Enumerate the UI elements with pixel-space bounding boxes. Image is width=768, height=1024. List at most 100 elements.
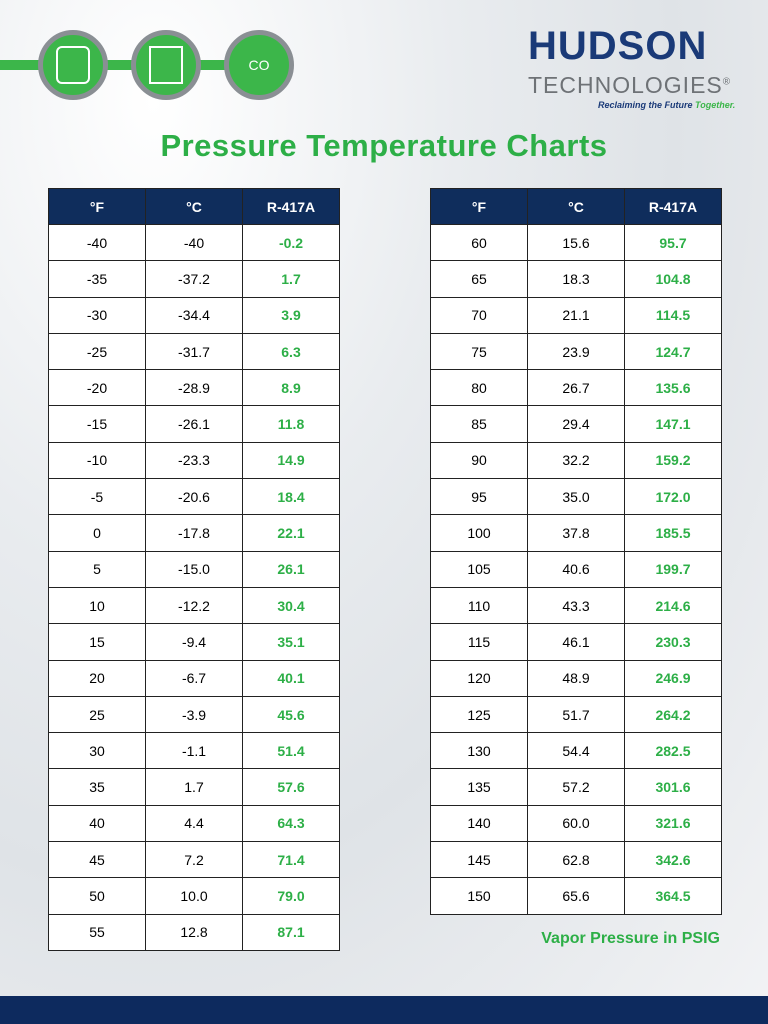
temp-cell: 12.8 bbox=[145, 913, 243, 951]
pressure-cell: 114.5 bbox=[624, 296, 722, 334]
temp-cell: 15.6 bbox=[527, 223, 625, 262]
row: 120 48.9 246.9 bbox=[430, 659, 722, 697]
pressure-cell: 71.4 bbox=[242, 841, 340, 879]
row: 5 -15.0 26.1 bbox=[48, 550, 340, 588]
temp-cell: 40.6 bbox=[527, 550, 625, 588]
pressure-cell: 64.3 bbox=[242, 804, 340, 843]
temp-cell: 37.8 bbox=[527, 514, 625, 552]
temp-cell: 0 bbox=[48, 514, 146, 552]
temp-cell: 110 bbox=[430, 586, 528, 625]
pressure-cell: 104.8 bbox=[624, 260, 722, 298]
temp-cell: 135 bbox=[430, 768, 528, 806]
header-cell: °F bbox=[430, 188, 528, 225]
pressure-cell: 321.6 bbox=[624, 804, 722, 843]
logo-name: HUDSON bbox=[528, 24, 708, 68]
icon-co: CO bbox=[224, 30, 294, 100]
row: 0 -17.8 22.1 bbox=[48, 514, 340, 552]
row: 85 29.4 147.1 bbox=[430, 405, 722, 443]
temp-cell: -20.6 bbox=[145, 478, 243, 516]
tagline-b: Together. bbox=[695, 100, 736, 110]
temp-cell: 70 bbox=[430, 296, 528, 334]
temp-cell: 4.4 bbox=[145, 804, 243, 843]
temp-cell: 55 bbox=[48, 913, 146, 951]
row: 135 57.2 301.6 bbox=[430, 768, 722, 806]
temp-cell: 10.0 bbox=[145, 877, 243, 915]
temp-cell: 115 bbox=[430, 623, 528, 661]
temp-cell: 50 bbox=[48, 877, 146, 915]
temp-cell: -20 bbox=[48, 369, 146, 407]
pressure-cell: 8.9 bbox=[242, 369, 340, 407]
row: 15 -9.4 35.1 bbox=[48, 623, 340, 661]
temp-cell: 10 bbox=[48, 586, 146, 625]
temp-cell: -34.4 bbox=[145, 296, 243, 334]
temp-cell: 43.3 bbox=[527, 586, 625, 625]
row: -10 -23.3 14.9 bbox=[48, 441, 340, 480]
temp-cell: -30 bbox=[48, 296, 146, 334]
row: -40 -40 -0.2 bbox=[48, 223, 340, 262]
pressure-cell: 364.5 bbox=[624, 877, 722, 915]
temp-cell: 35.0 bbox=[527, 478, 625, 516]
pressure-cell: 185.5 bbox=[624, 514, 722, 552]
logo-mark: ® bbox=[722, 76, 732, 88]
row: 140 60.0 321.6 bbox=[430, 804, 722, 843]
temp-cell: -37.2 bbox=[145, 260, 243, 298]
logo-sub: TECHNOLOGIES® bbox=[528, 72, 731, 99]
pressure-cell: 3.9 bbox=[242, 296, 340, 334]
header-cell: R-417A bbox=[242, 188, 340, 225]
temp-cell: -15.0 bbox=[145, 550, 243, 588]
row: 30 -1.1 51.4 bbox=[48, 732, 340, 770]
temp-cell: 1.7 bbox=[145, 768, 243, 806]
pressure-cell: 26.1 bbox=[242, 550, 340, 588]
row: 40 4.4 64.3 bbox=[48, 804, 340, 843]
row: 70 21.1 114.5 bbox=[430, 296, 722, 334]
row: 130 54.4 282.5 bbox=[430, 732, 722, 770]
temp-cell: 45 bbox=[48, 841, 146, 879]
row: 145 62.8 342.6 bbox=[430, 841, 722, 879]
tagline-a: Reclaiming the Future bbox=[598, 100, 693, 110]
tagline: Reclaiming the Future Together. bbox=[598, 100, 735, 110]
row: -15 -26.1 11.8 bbox=[48, 405, 340, 443]
pressure-cell: 246.9 bbox=[624, 659, 722, 697]
pressure-cell: 282.5 bbox=[624, 732, 722, 770]
temp-cell: 48.9 bbox=[527, 659, 625, 697]
row: 20 -6.7 40.1 bbox=[48, 659, 340, 697]
row: 10 -12.2 30.4 bbox=[48, 586, 340, 625]
temp-cell: 18.3 bbox=[527, 260, 625, 298]
pressure-cell: 159.2 bbox=[624, 441, 722, 480]
row: 55 12.8 87.1 bbox=[48, 913, 340, 951]
temp-cell: 46.1 bbox=[527, 623, 625, 661]
row: 90 32.2 159.2 bbox=[430, 441, 722, 480]
row: 60 15.6 95.7 bbox=[430, 223, 722, 262]
row: 95 35.0 172.0 bbox=[430, 478, 722, 516]
temp-cell: 30 bbox=[48, 732, 146, 770]
row: 105 40.6 199.7 bbox=[430, 550, 722, 588]
temp-cell: 130 bbox=[430, 732, 528, 770]
temp-cell: 105 bbox=[430, 550, 528, 588]
temp-cell: 140 bbox=[430, 804, 528, 843]
pressure-cell: 135.6 bbox=[624, 369, 722, 407]
pressure-cell: 79.0 bbox=[242, 877, 340, 915]
temp-cell: -31.7 bbox=[145, 332, 243, 371]
temp-cell: 65.6 bbox=[527, 877, 625, 915]
row: -5 -20.6 18.4 bbox=[48, 478, 340, 516]
header-row: °F °C R-417A bbox=[430, 188, 722, 225]
pressure-cell: 199.7 bbox=[624, 550, 722, 588]
temp-cell: -40 bbox=[145, 223, 243, 262]
pressure-cell: 40.1 bbox=[242, 659, 340, 697]
pressure-cell: 11.8 bbox=[242, 405, 340, 443]
temp-cell: -3.9 bbox=[145, 695, 243, 734]
temp-cell: -40 bbox=[48, 223, 146, 262]
row: -20 -28.9 8.9 bbox=[48, 369, 340, 407]
temp-cell: -17.8 bbox=[145, 514, 243, 552]
header-cell: °F bbox=[48, 188, 146, 225]
row: 110 43.3 214.6 bbox=[430, 586, 722, 625]
title: Pressure Temperature Charts bbox=[160, 128, 608, 163]
logo-sub-text: TECHNOLOGIES bbox=[528, 72, 723, 98]
temp-cell: 60.0 bbox=[527, 804, 625, 843]
row: 50 10.0 79.0 bbox=[48, 877, 340, 915]
pressure-cell: 342.6 bbox=[624, 841, 722, 879]
header-cell: R-417A bbox=[624, 188, 722, 225]
temp-cell: -28.9 bbox=[145, 369, 243, 407]
row: 25 -3.9 45.6 bbox=[48, 695, 340, 734]
temp-cell: -12.2 bbox=[145, 586, 243, 625]
